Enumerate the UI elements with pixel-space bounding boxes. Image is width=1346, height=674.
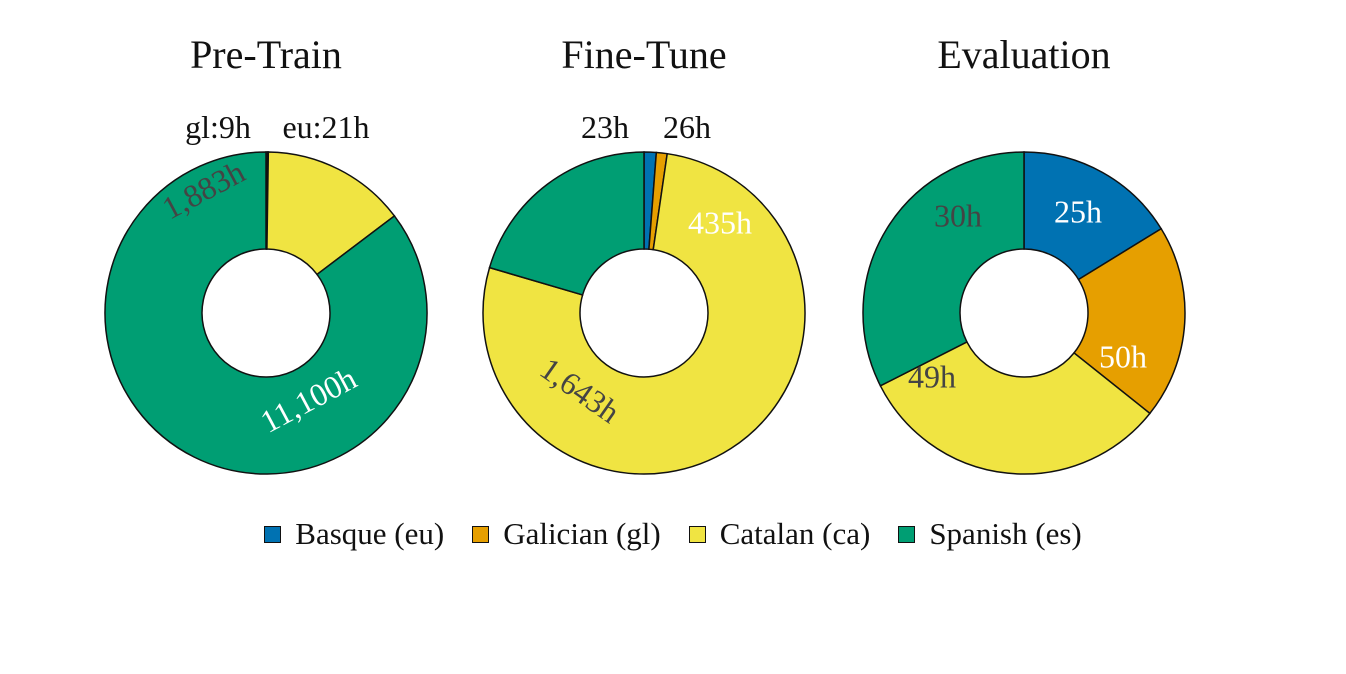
slice-label-es: 435h: [688, 204, 752, 240]
slice-es: [104, 151, 428, 475]
slice-es: [488, 151, 645, 296]
slice-ca: [482, 152, 806, 475]
slice-label-gl: 30h: [934, 197, 982, 233]
slice-gl: [1072, 227, 1186, 415]
slice-eu: [1023, 151, 1163, 281]
legend-item-catalan: Catalan (ca): [688, 516, 871, 552]
legend-label-basque: Basque (eu): [295, 516, 445, 551]
chart-title: Pre-Train: [190, 32, 342, 77]
legend-label-spanish: Spanish (es): [929, 516, 1082, 551]
slice-label-eu: eu:21h: [282, 109, 369, 145]
legend-swatch-galician: [472, 525, 490, 543]
legend-swatch-spanish: [898, 525, 916, 543]
slice-ca: [879, 340, 1151, 475]
legend: Basque (eu) Galician (gl) Catalan (ca) S…: [0, 516, 1346, 552]
legend-item-spanish: Spanish (es): [898, 516, 1082, 552]
donut-evaluation: Evaluation 25h 30h 49h 50h: [862, 32, 1186, 475]
slice-label-gl: gl:9h: [185, 109, 251, 145]
slice-label-eu: 26h: [663, 109, 711, 145]
legend-swatch-basque: [264, 525, 282, 543]
legend-label-galician: Galician (gl): [503, 516, 661, 551]
legend-item-basque: Basque (eu): [264, 516, 444, 552]
legend-item-galician: Galician (gl): [472, 516, 661, 552]
slice-ca: [266, 151, 396, 276]
chart-title: Evaluation: [937, 32, 1110, 77]
slice-es: [862, 151, 1025, 387]
slice-label-ca: 49h: [908, 358, 956, 394]
slice-label-gl: 23h: [581, 109, 629, 145]
legend-swatch-catalan: [688, 525, 706, 543]
chart-title: Fine-Tune: [561, 32, 726, 77]
legend-label-catalan: Catalan (ca): [719, 516, 871, 551]
slice-label-es: 50h: [1099, 338, 1147, 374]
slice-label-eu: 25h: [1054, 193, 1102, 229]
